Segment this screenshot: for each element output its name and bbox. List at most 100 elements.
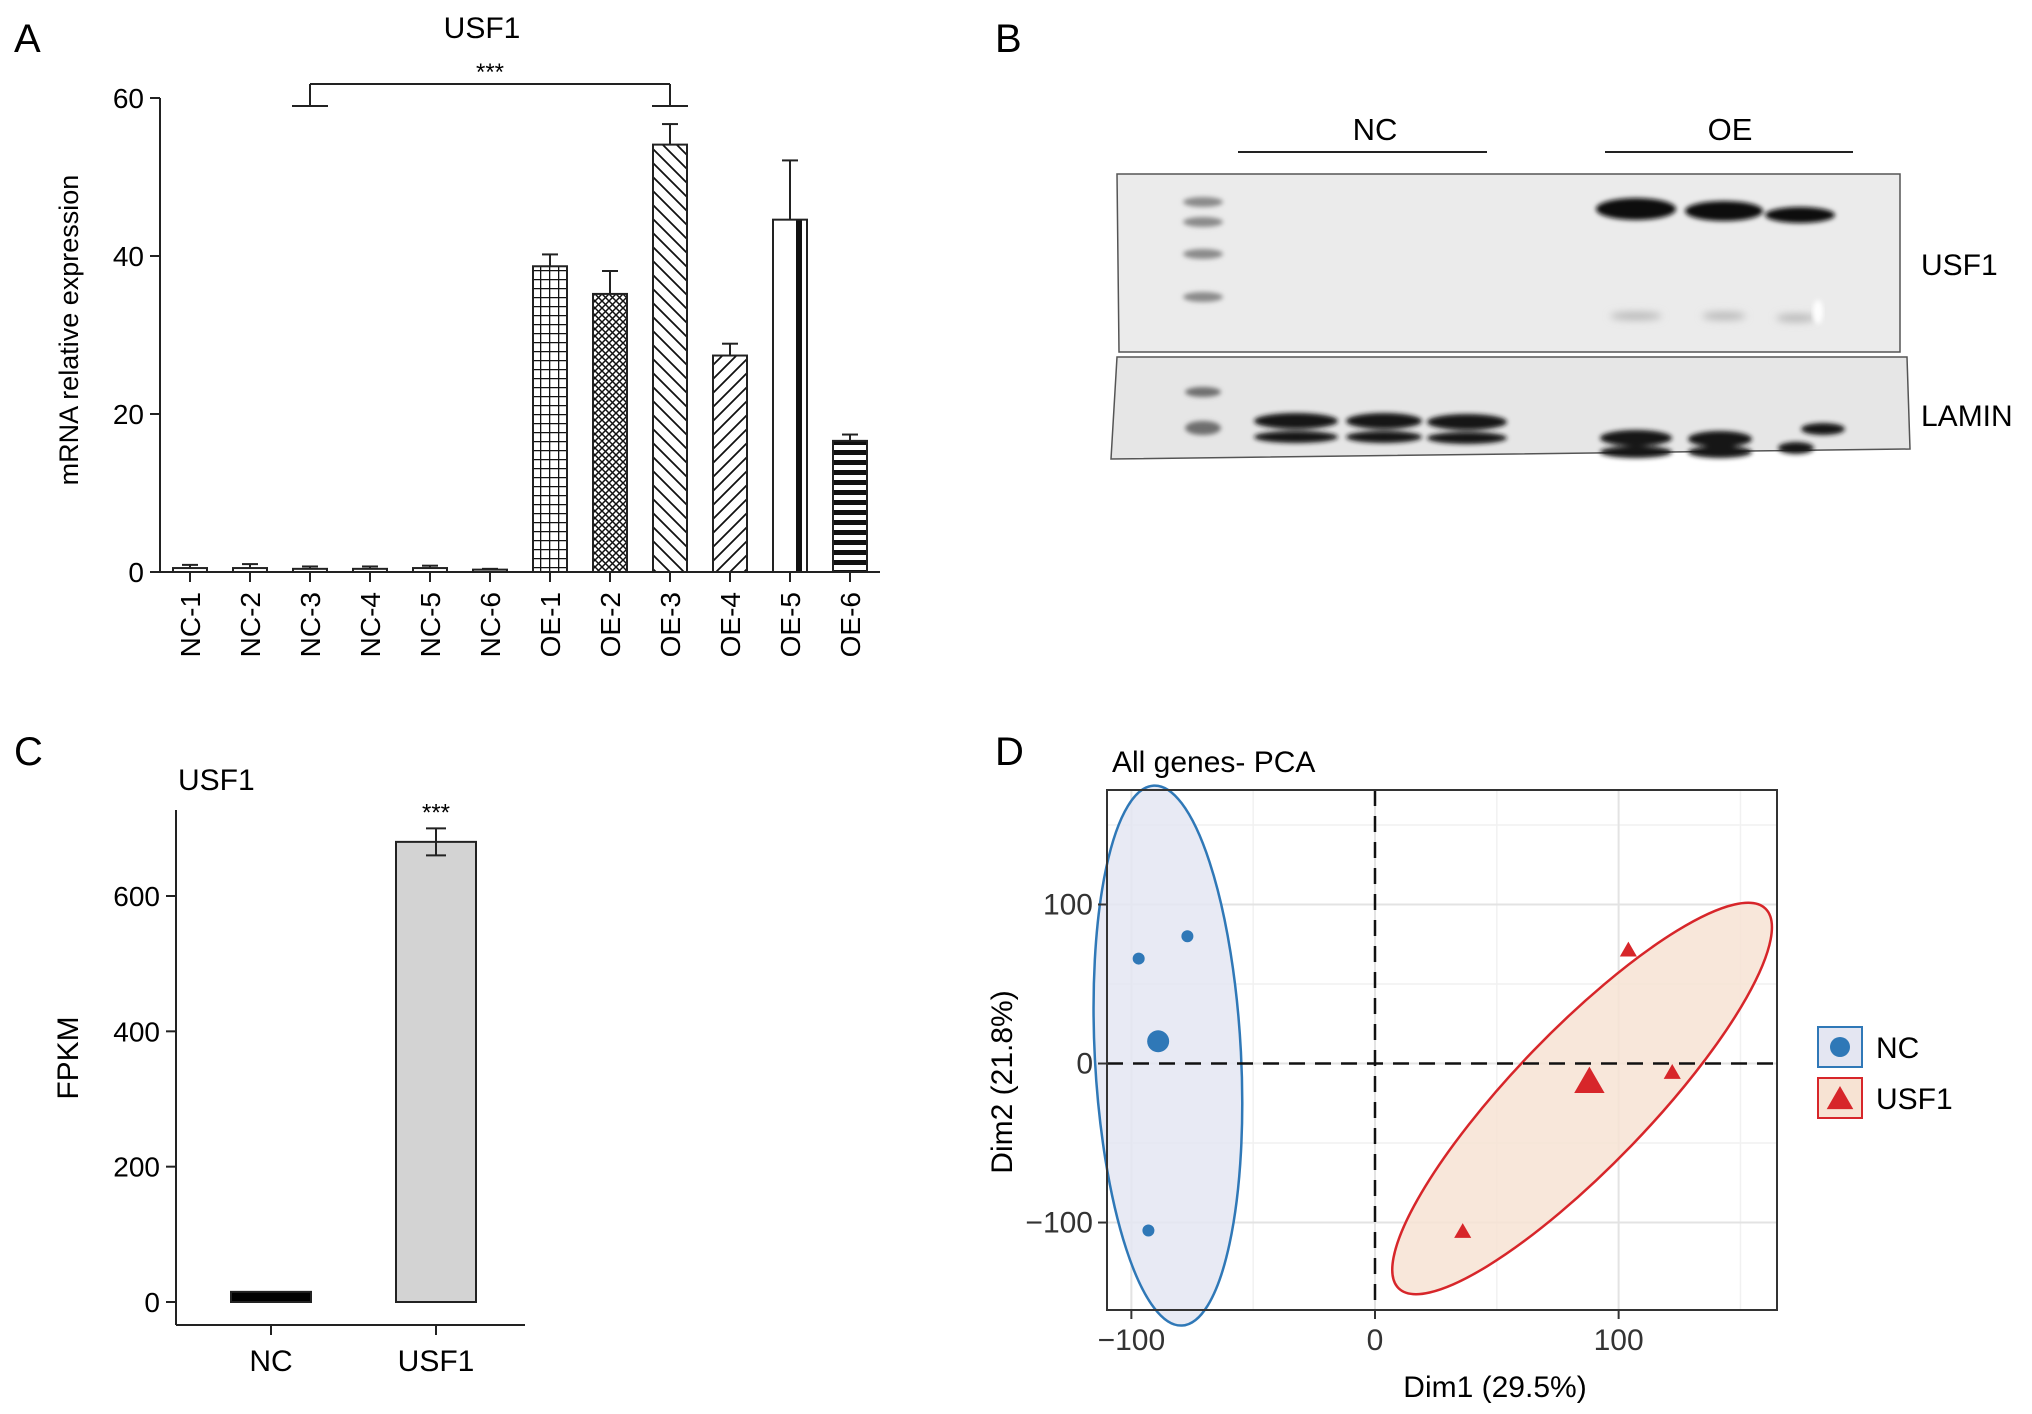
- panel-label-c: C: [14, 730, 43, 774]
- bar-oe-2: [592, 292, 628, 573]
- x-tick-label-nc: NC: [249, 1345, 292, 1378]
- panel-d-y-label: Dim2 (21.8%): [986, 990, 1019, 1173]
- legend-marker-usf1: [1826, 1086, 1854, 1110]
- bracket-significance-label: ***: [476, 59, 504, 86]
- panel-a-y-ticks: 0 20 40 60: [113, 83, 160, 588]
- point-usf1: [1619, 941, 1637, 957]
- confidence-ellipse-nc: [1092, 784, 1244, 1327]
- x-tick-label-nc-2: NC-2: [235, 592, 266, 657]
- series-nc: [1092, 784, 1244, 1327]
- centroid-nc: [1147, 1030, 1170, 1053]
- panel-d-y-tick-label: 100: [1043, 888, 1093, 921]
- bar-nc-5: [412, 567, 448, 573]
- panel-c-y-tick-label: 600: [113, 881, 160, 912]
- points-usf1: [1454, 941, 1681, 1238]
- x-tick-label-nc-6: NC-6: [475, 592, 506, 657]
- bar-nc-2: [232, 567, 268, 573]
- panel-label-d: D: [995, 730, 1024, 774]
- panel-d-x-label: Dim1 (29.5%): [1403, 1371, 1586, 1404]
- bar-nc-1: [172, 567, 208, 573]
- x-tick-label-oe-4: OE-4: [715, 592, 746, 657]
- panel-d-y-tick-label: −100: [1025, 1207, 1093, 1240]
- panel-c-y-label: FPKM: [52, 1016, 85, 1099]
- blot-membrane-usf1: [1116, 173, 1901, 353]
- bar-oe-5: [772, 218, 808, 573]
- confidence-ellipse-usf1: [1391, 901, 1774, 1296]
- panel-c-y-tick-label: 200: [113, 1152, 160, 1183]
- x-tick-label-oe-1: OE-1: [535, 592, 566, 657]
- centroid-usf1: [1574, 1066, 1605, 1093]
- ladder-lamin: [1185, 387, 1221, 435]
- point-nc: [1181, 930, 1194, 943]
- panel-d-pca-plot: All genes- PCA −100 0 100 −100 0 100 Dim1 (29…: [986, 746, 1953, 1404]
- panel-c-y-ticks: 0 200 400 600: [113, 881, 176, 1318]
- legend-key-nc: [1817, 1026, 1863, 1068]
- panel-c-x-ticks: NC USF1: [249, 1325, 474, 1378]
- panel-d-plot-area: −100 0 100 −100 0 100: [1025, 784, 1778, 1357]
- blot-group-label-nc: NC: [1353, 112, 1398, 147]
- legend-marker-nc: [1830, 1037, 1850, 1057]
- bar-oe-4: [712, 354, 748, 574]
- panel-label-a: A: [14, 17, 41, 61]
- panel-c-y-tick-label: 400: [113, 1016, 160, 1047]
- lamin-bands: [1254, 413, 1845, 458]
- series-usf1: [1391, 901, 1774, 1296]
- panel-d-legend: NC USF1: [1817, 1026, 1953, 1119]
- point-usf1: [1454, 1223, 1472, 1238]
- panel-c-y-tick-label: 0: [144, 1287, 160, 1318]
- bar-oe-6: [832, 439, 868, 573]
- panel-a-y-tick-label: 60: [113, 83, 144, 114]
- x-tick-label-oe-3: OE-3: [655, 592, 686, 657]
- panel-c-bars: [230, 827, 477, 1303]
- point-nc: [1132, 952, 1145, 965]
- x-tick-label-nc-4: NC-4: [355, 592, 386, 657]
- panel-a-title: USF1: [444, 12, 521, 45]
- point-nc: [1142, 1224, 1155, 1237]
- panel-a-y-tick-label: 40: [113, 241, 144, 272]
- bar-nc: [230, 1290, 312, 1303]
- panel-d-x-tick-label: −100: [1098, 1324, 1166, 1357]
- blot-row-label-lamin: LAMIN: [1921, 400, 2013, 433]
- point-usf1: [1663, 1064, 1681, 1079]
- x-tick-label-usf1: USF1: [398, 1345, 475, 1378]
- legend-label-nc: NC: [1876, 1032, 1919, 1065]
- panel-a-bar-chart: USF1 NC-1 NC-2 NC-3 NC-4 NC-5 NC-6 OE-1 OE-2 OE-…: [54, 12, 880, 657]
- usf1-bands: [1596, 198, 1835, 223]
- x-tick-label-nc-3: NC-3: [295, 592, 326, 657]
- panel-c-significance: ***: [422, 799, 450, 826]
- x-tick-label-oe-2: OE-2: [595, 592, 626, 657]
- panel-a-y-tick-label: 0: [128, 557, 144, 588]
- x-tick-label-nc-5: NC-5: [415, 592, 446, 657]
- bar-usf1: [395, 840, 477, 1303]
- panel-a-y-label: mRNA relative expression: [54, 175, 84, 486]
- panel-b-western-blot: NC OE USF1: [1110, 112, 2013, 460]
- bar-nc-4: [352, 567, 388, 574]
- ladder-usf1: [1183, 197, 1223, 302]
- panel-a-axes: [159, 98, 880, 573]
- panel-d-x-tick-label: 100: [1594, 1324, 1644, 1357]
- x-tick-label-oe-5: OE-5: [775, 592, 806, 657]
- panel-c-bar-chart: USF1 0 200 400 600 NC USF1 FPKM ***: [52, 764, 525, 1378]
- panel-d-x-tick-label: 0: [1367, 1324, 1384, 1357]
- bar-nc-3: [292, 567, 328, 574]
- points-nc: [1132, 930, 1194, 1237]
- blot-group-label-oe: OE: [1708, 112, 1753, 147]
- panel-c-title: USF1: [178, 764, 255, 797]
- blot-membrane-lamin: [1110, 356, 1911, 460]
- panel-a-x-ticks: NC-1 NC-2 NC-3 NC-4 NC-5 NC-6 OE-1 OE-2 OE-3 OE-4…: [175, 572, 866, 657]
- panel-d-y-tick-label: 0: [1076, 1048, 1093, 1081]
- x-tick-label-nc-1: NC-1: [175, 592, 206, 657]
- panel-a-significance-bracket: ***: [292, 59, 688, 107]
- x-tick-label-oe-6: OE-6: [835, 592, 866, 657]
- panel-d-title: All genes- PCA: [1112, 746, 1315, 779]
- bar-oe-1: [532, 265, 568, 573]
- panel-label-b: B: [995, 17, 1022, 61]
- panel-a-bars: [172, 123, 868, 574]
- bar-oe-3: [652, 143, 688, 574]
- bar-nc-6: [472, 568, 508, 574]
- panel-a-y-tick-label: 20: [113, 399, 144, 430]
- legend-label-usf1: USF1: [1876, 1083, 1953, 1116]
- plot-border: [1106, 789, 1778, 1311]
- blot-row-label-usf1: USF1: [1921, 249, 1998, 282]
